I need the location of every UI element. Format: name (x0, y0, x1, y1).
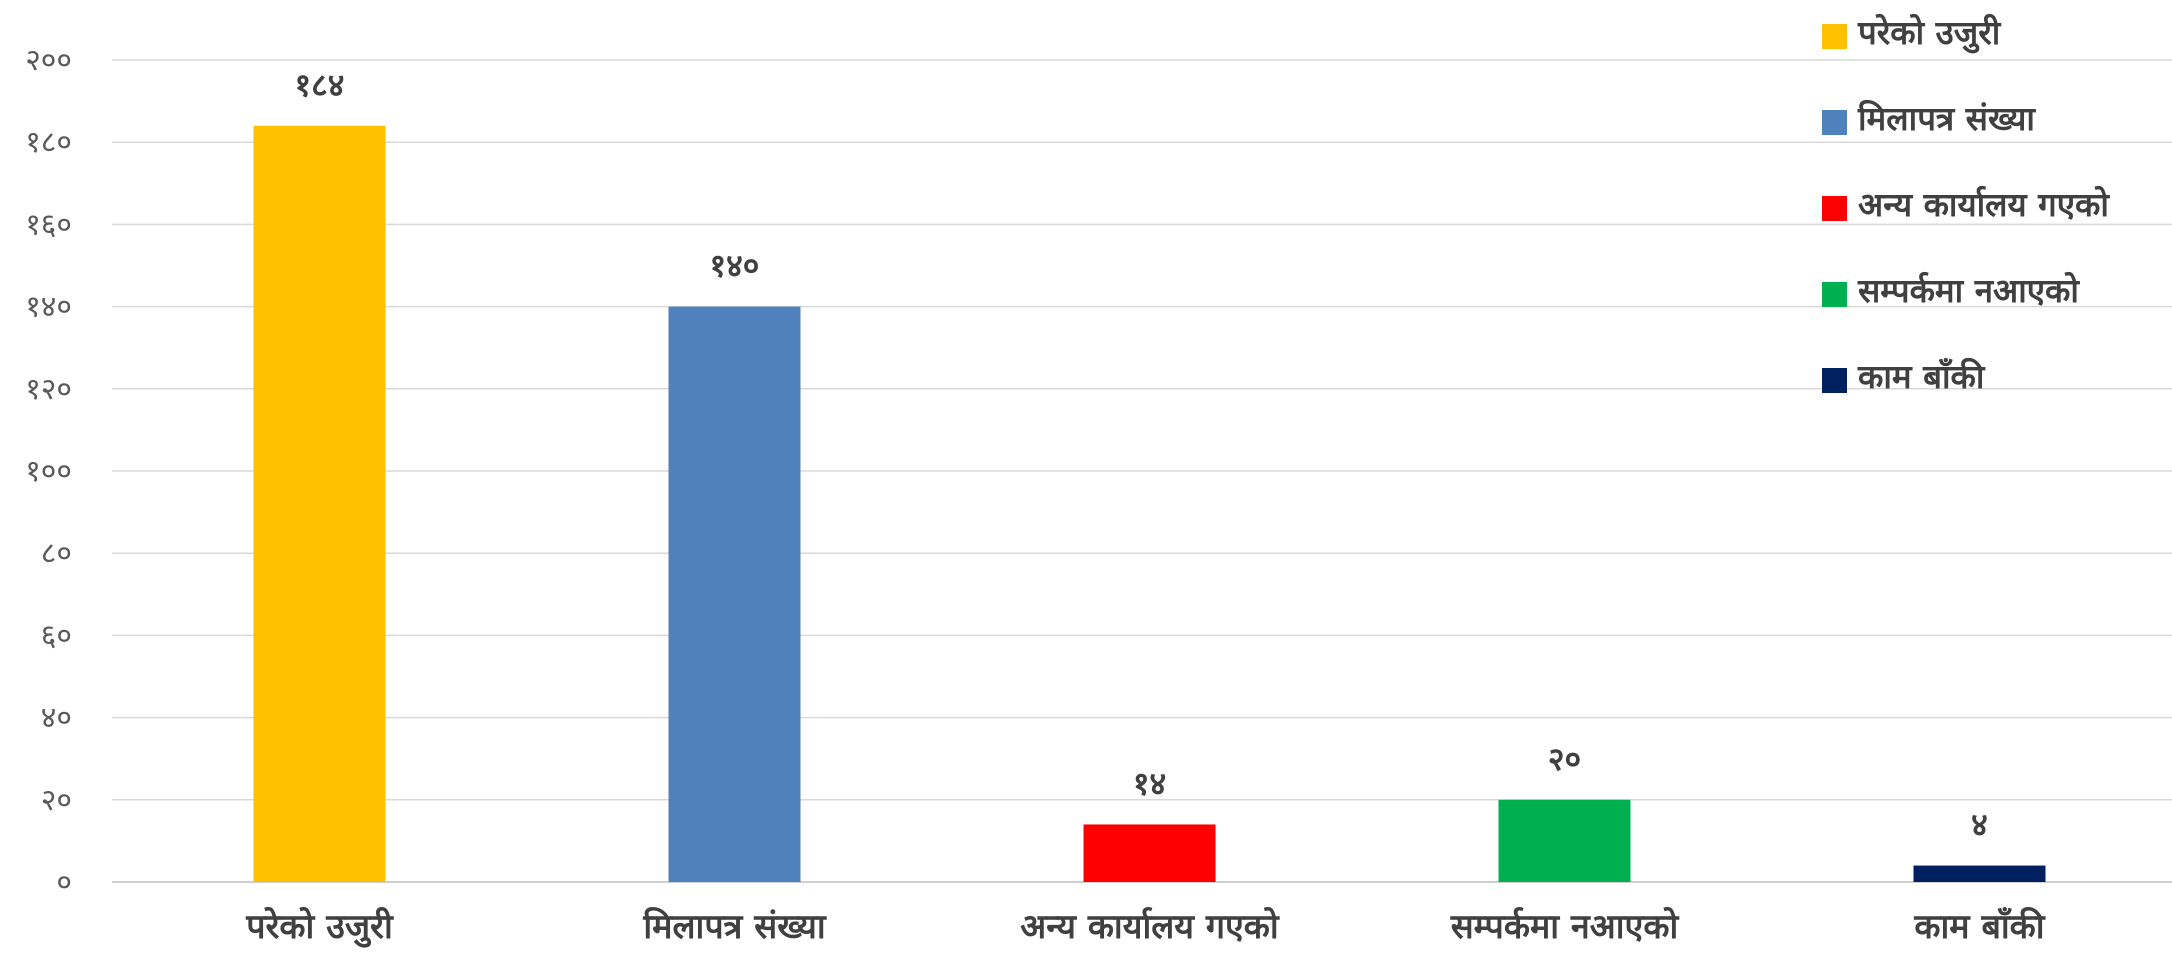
y-tick-label: ० (56, 865, 72, 900)
legend-label: सम्पर्कमा नआएको (1857, 271, 2080, 310)
data-label: ४ (1971, 806, 1988, 844)
legend-label: मिलापत्र संख्या (1857, 99, 2036, 138)
legend-swatch (1822, 110, 1847, 135)
x-axis-category-labels: परेको उजुरी मिलापत्र संख्या अन्य कार्यालय … (245, 906, 2046, 948)
legend-label: अन्य कार्यालय गएको (1858, 185, 2110, 224)
x-category-label: अन्य कार्यालय गएको (1020, 906, 1280, 947)
data-labels: १८४ १४० १४ २० ४ (295, 66, 1988, 844)
legend: परेको उजुरी मिलापत्र संख्या अन्य कार्यालय … (1822, 13, 2110, 396)
x-category-label: मिलापत्र संख्या (642, 906, 827, 947)
y-tick-label: ८० (41, 536, 72, 571)
bar (668, 306, 801, 883)
data-label: १४ (1133, 764, 1166, 802)
y-tick-label: ६० (41, 618, 72, 653)
data-label: २० (1548, 740, 1581, 778)
bars (253, 125, 2046, 883)
y-tick-label: ४० (41, 701, 72, 736)
legend-swatch (1822, 196, 1847, 221)
y-tick-label: १४० (25, 290, 72, 325)
data-label: १४० (710, 247, 760, 285)
bar (253, 125, 386, 882)
gridlines (112, 59, 2172, 883)
y-tick-label: १२० (25, 372, 72, 407)
legend-label: परेको उजुरी (1857, 13, 2002, 54)
y-tick-label: २०० (25, 43, 72, 78)
y-tick-label: १८० (25, 125, 72, 160)
bar (1083, 824, 1216, 882)
x-category-label: सम्पर्कमा नआएको (1450, 906, 1680, 947)
bar (1913, 865, 2046, 882)
legend-label: काम बाँकी (1857, 357, 1986, 396)
y-axis-tick-labels: ० २० ४० ६० ८० १०० १२० १४० १६० १८० २०० (25, 43, 72, 900)
y-tick-label: १६० (25, 207, 72, 242)
x-category-label: परेको उजुरी (245, 906, 394, 948)
legend-swatch (1822, 24, 1847, 49)
bar (1498, 799, 1631, 882)
legend-swatch (1822, 368, 1847, 393)
data-label: १८४ (295, 66, 345, 104)
x-category-label: काम बाँकी (1913, 906, 2045, 947)
y-tick-label: १०० (25, 454, 72, 489)
y-tick-label: २० (41, 783, 72, 818)
legend-swatch (1822, 282, 1847, 307)
